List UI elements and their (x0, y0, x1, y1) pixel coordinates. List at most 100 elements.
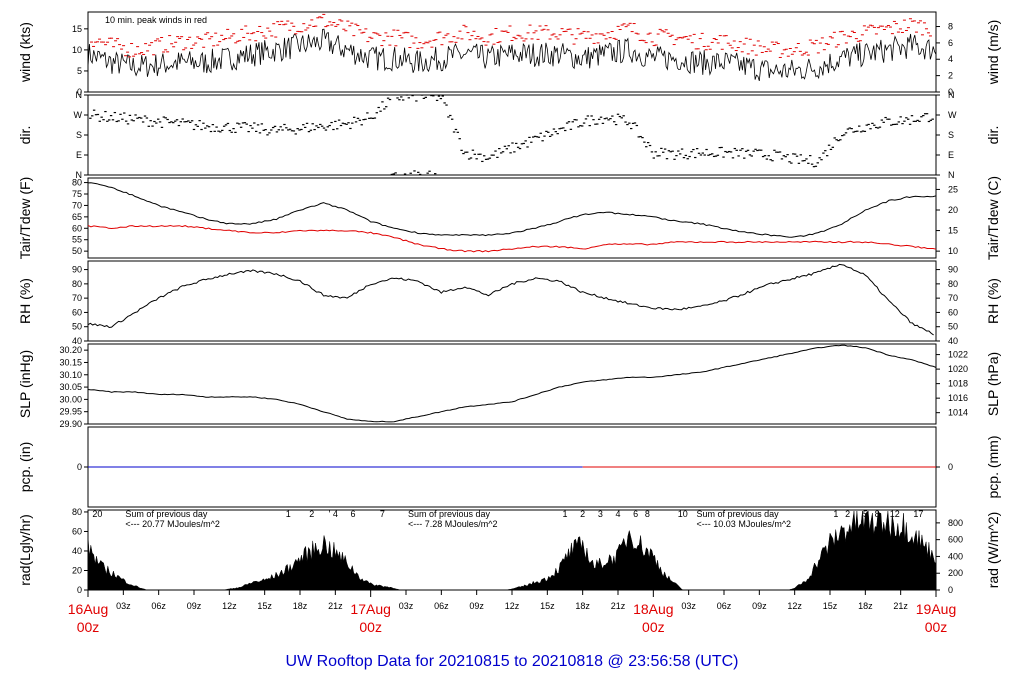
x-tick-label: 12z (222, 601, 237, 611)
left-tick-label: 29.90 (59, 419, 82, 429)
tdew-line (87, 224, 937, 253)
left-tick-label: 80 (72, 507, 82, 517)
right-tick-label: N (948, 90, 955, 100)
left-tick-label: 15 (72, 24, 82, 34)
solar-note: 6 (633, 509, 638, 519)
left-tick-label: 40 (72, 336, 82, 346)
day-label-hour: 00z (359, 619, 382, 635)
right-tick-label: 4 (948, 54, 953, 64)
y-axis-label-right: RH (%) (985, 278, 1001, 324)
right-tick-label: 200 (948, 568, 963, 578)
y-axis-label-left: rad(Lgly/hr) (17, 514, 33, 586)
solar-note: 2 (309, 509, 314, 519)
panel-pcp: 0 0 pcp. (in) pcp. (mm) (17, 426, 1001, 508)
panel-frame (87, 11, 937, 93)
right-tick-label: 400 (948, 551, 963, 561)
x-tick-label: 18z (858, 601, 873, 611)
right-tick-label: 0 (948, 462, 953, 472)
right-tick-label: 1014 (948, 408, 968, 418)
left-tick-label: W (74, 110, 83, 120)
right-tick-label: S (948, 130, 954, 140)
peak-wind-series (90, 13, 932, 58)
y-axis-label-right: pcp. (mm) (985, 436, 1001, 499)
x-tick-label: 15z (823, 601, 838, 611)
left-tick-label: 60 (72, 223, 82, 233)
solar-note: 2 (845, 509, 850, 519)
y-axis-label-right: rad (W/m^2) (985, 512, 1001, 589)
right-tick-label: 0 (948, 87, 953, 97)
x-tick-label: 15z (540, 601, 555, 611)
page-title: UW Rooftop Data for 20210815 to 20210818… (286, 653, 739, 670)
left-tick-label: 50 (72, 246, 82, 256)
right-tick-label: 20 (948, 205, 958, 215)
panel-frame (87, 343, 937, 425)
right-tick-label: 1016 (948, 393, 968, 403)
solar-note: 3 (598, 509, 603, 519)
right-tick-label: 40 (948, 336, 958, 346)
left-tick-label: N (76, 90, 83, 100)
left-tick-label: 70 (72, 200, 82, 210)
left-tick-label: 10 (72, 45, 82, 55)
right-tick-label: 1022 (948, 350, 968, 360)
right-tick-label: 90 (948, 265, 958, 275)
left-tick-label: 80 (72, 178, 82, 188)
solar-note: <--- 7.28 MJoules/m^2 (408, 519, 498, 529)
solar-note: 8 (875, 509, 880, 519)
solar-note: 8 (645, 509, 650, 519)
x-tick-label: 06z (717, 601, 732, 611)
right-tick-label: 15 (948, 226, 958, 236)
solar-note: 4 (333, 509, 338, 519)
x-tick-label: 21z (328, 601, 343, 611)
solar-note: 12 (890, 509, 900, 519)
x-tick-label: 12z (505, 601, 520, 611)
solar-note: 1 (562, 509, 567, 519)
y-axis-label-right: dir. (985, 126, 1001, 145)
day-label-hour: 00z (77, 619, 100, 635)
right-tick-label: 60 (948, 307, 958, 317)
right-tick-label: 25 (948, 184, 958, 194)
left-tick-label: 0 (77, 462, 82, 472)
x-tick-label: 18z (293, 601, 308, 611)
solar-note: <--- 10.03 MJoules/m^2 (697, 519, 792, 529)
left-tick-label: 30.20 (59, 345, 82, 355)
solar-note: 10 (678, 509, 688, 519)
solar-notes: 20 Sum of previous day<--- 20.77 MJoules/… (92, 509, 923, 529)
left-tick-label: 30.05 (59, 382, 82, 392)
x-tick-label: 06z (434, 601, 449, 611)
panel-frame (87, 177, 937, 259)
peak-wind-note: 10 min. peak winds in red (105, 15, 207, 25)
solar-note: 20 (92, 509, 102, 519)
day-label-hour: 00z (642, 619, 665, 635)
right-tick-label: 2 (948, 71, 953, 81)
right-tick-label: 70 (948, 293, 958, 303)
solar-note: 1 (286, 509, 291, 519)
solar-note: 5 (863, 509, 868, 519)
solar-note: 17 (913, 509, 923, 519)
right-tick-label: 600 (948, 535, 963, 545)
left-tick-label: 30.15 (59, 357, 82, 367)
y-axis-label-left: RH (%) (17, 278, 33, 324)
left-tick-label: E (76, 150, 82, 160)
x-tick-label: 09z (752, 601, 767, 611)
right-tick-label: 0 (948, 585, 953, 595)
solar-note: Sum of previous day (125, 509, 208, 519)
x-tick-label: 03z (681, 601, 696, 611)
left-tick-label: 70 (72, 293, 82, 303)
y-axis-label-left: SLP (inHg) (17, 350, 33, 418)
right-tick-label: 8 (948, 22, 953, 32)
right-tick-label: 50 (948, 322, 958, 332)
solar-note: 4 (615, 509, 620, 519)
day-label-date: 16Aug (68, 601, 108, 617)
left-tick-label: 0 (77, 87, 82, 97)
day-label-date: 17Aug (350, 601, 390, 617)
left-tick-label: 80 (72, 279, 82, 289)
right-tick-label: 800 (948, 518, 963, 528)
x-tick-label: 06z (151, 601, 166, 611)
solar-note: <--- 20.77 MJoules/m^2 (125, 519, 220, 529)
y-axis-label-right: SLP (hPa) (985, 352, 1001, 416)
x-tick-label: 09z (187, 601, 202, 611)
y-axis-label-left: pcp. (in) (17, 442, 33, 493)
x-tick-label: 18z (575, 601, 590, 611)
